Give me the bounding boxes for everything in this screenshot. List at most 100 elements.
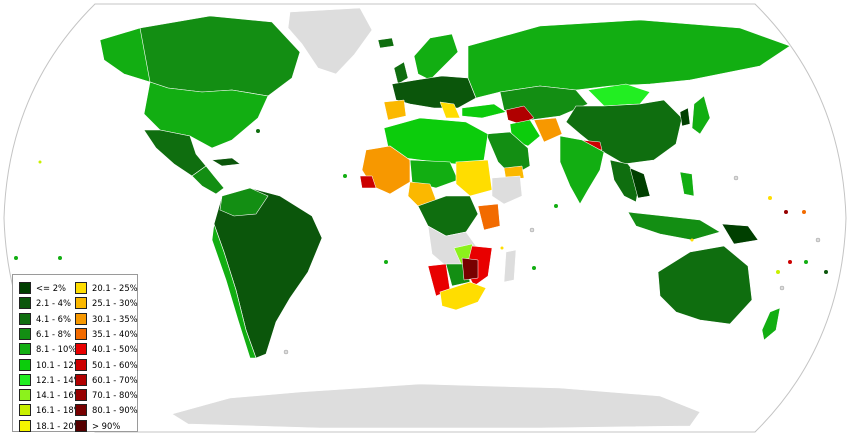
region-afghanistan (533, 117, 563, 143)
island-marker (824, 270, 828, 274)
legend-swatch (75, 389, 87, 402)
legend-item: 18.1 - 20% (19, 419, 82, 433)
island-marker (343, 174, 347, 178)
legend-swatch (19, 343, 31, 356)
legend-swatch (75, 419, 87, 432)
region-philippines (679, 171, 695, 197)
legend-item: 6.1 - 8% (19, 327, 71, 341)
region-colombia-venezuela (219, 187, 269, 217)
legend-swatch (19, 389, 31, 402)
legend-item: 25.1 - 30% (75, 296, 138, 310)
island-marker (38, 160, 42, 164)
legend-label: 4.1 - 6% (36, 313, 71, 324)
legend-item: 14.1 - 16% (19, 388, 82, 402)
region-greenland (287, 7, 373, 75)
legend-swatch (75, 282, 87, 294)
legend-swatch (19, 282, 31, 294)
region-central-america (191, 165, 225, 195)
region-zimbabwe (461, 257, 479, 281)
region-niger-chad (409, 159, 459, 189)
legend-label: 25.1 - 30% (92, 298, 138, 309)
region-senegal (359, 175, 377, 189)
region-india (559, 135, 605, 205)
region-vietnam-laos (629, 167, 651, 199)
island-marker (776, 270, 780, 274)
island-marker (733, 175, 739, 181)
legend-label: 6.1 - 8% (36, 328, 71, 339)
island-marker (500, 246, 504, 250)
region-papua (721, 223, 759, 245)
region-china (565, 99, 683, 165)
island-marker (283, 349, 289, 355)
region-madagascar (503, 249, 517, 283)
legend-item: 50.1 - 60% (75, 358, 138, 372)
island-marker (58, 256, 62, 260)
region-arabia (485, 131, 531, 177)
legend-swatch (19, 297, 31, 310)
region-south-america-west (211, 223, 257, 359)
legend-item: 60.1 - 70% (75, 373, 138, 387)
region-iberia (383, 99, 407, 121)
legend-label: > 90% (92, 420, 121, 431)
island-marker (554, 204, 558, 208)
legend-item: 20.1 - 25% (75, 281, 138, 295)
legend-label: 50.1 - 60% (92, 359, 138, 370)
region-alaska (99, 27, 151, 83)
island-marker (784, 210, 788, 214)
legend-item: 30.1 - 35% (75, 312, 138, 326)
region-kenya (477, 203, 501, 231)
legend-item: <= 2% (19, 281, 66, 295)
legend-label: 18.1 - 20% (36, 420, 82, 431)
legend-item: 10.1 - 12% (19, 358, 82, 372)
region-new-zealand (761, 307, 781, 341)
region-balkans (439, 101, 461, 119)
island-marker (815, 237, 821, 243)
legend-swatch (75, 343, 87, 356)
legend-item: 2.1 - 4% (19, 296, 71, 310)
legend-label: 20.1 - 25% (92, 283, 138, 293)
region-korea (679, 107, 691, 127)
legend-label: 60.1 - 70% (92, 374, 138, 385)
island-marker (768, 196, 772, 200)
island-marker (256, 129, 260, 133)
legend-label: 30.1 - 35% (92, 313, 138, 324)
legend-item: 35.1 - 40% (75, 327, 138, 341)
region-sudan (455, 159, 493, 197)
legend-swatch (75, 297, 87, 310)
legend-label: 16.1 - 18% (36, 405, 82, 416)
legend-item: 16.1 - 18% (19, 403, 82, 417)
island-marker (779, 285, 785, 291)
legend-swatch (75, 358, 87, 371)
legend-item: 12.1 - 14% (19, 373, 82, 387)
region-uk (393, 61, 409, 85)
legend-swatch (75, 327, 87, 340)
legend-swatch (75, 373, 87, 386)
legend-swatch (19, 404, 31, 417)
legend-label: 2.1 - 4% (36, 298, 71, 309)
region-mongolia (587, 83, 651, 107)
legend-item: 80.1 - 90% (75, 403, 138, 417)
legend-item: 70.1 - 80% (75, 388, 138, 402)
region-scandinavia (413, 33, 459, 81)
region-iceland (377, 37, 395, 49)
region-cuba (211, 157, 241, 167)
legend-label: 35.1 - 40% (92, 328, 138, 339)
island-marker (804, 260, 808, 264)
legend-swatch (19, 312, 31, 325)
region-japan (691, 95, 711, 135)
legend-swatch (19, 373, 31, 386)
region-usa (143, 81, 269, 149)
region-australia (657, 245, 753, 325)
legend-label: 80.1 - 90% (92, 405, 138, 416)
legend-item: > 90% (75, 419, 120, 433)
island-marker (788, 260, 792, 264)
legend-label: 40.1 - 50% (92, 344, 138, 355)
island-marker (532, 266, 536, 270)
legend-swatch (19, 358, 31, 371)
legend-label: 14.1 - 16% (36, 390, 82, 401)
region-russia (467, 19, 791, 99)
region-indonesia (627, 211, 721, 241)
legend-label: 10.1 - 12% (36, 359, 82, 370)
legend-label: 8.1 - 10% (36, 344, 77, 355)
